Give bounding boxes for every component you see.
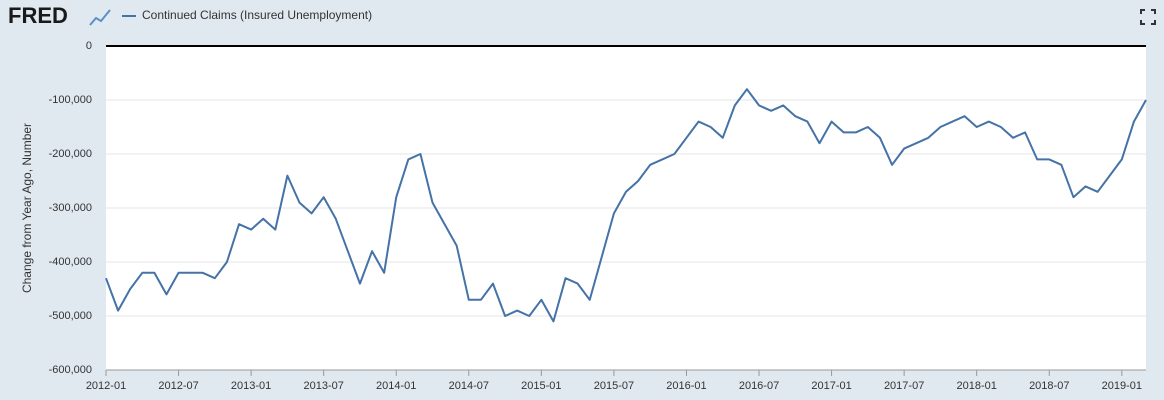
y-tick-label: -600,000	[49, 364, 92, 376]
fullscreen-glyph[interactable]	[1140, 9, 1156, 25]
x-tick-label: 2017-01	[811, 380, 851, 392]
y-tick-label: -100,000	[49, 94, 92, 106]
x-tick-label: 2013-07	[303, 380, 343, 392]
logo: FRED	[8, 3, 68, 28]
x-tick-label: 2015-07	[594, 380, 634, 392]
y-tick-label: -400,000	[49, 256, 92, 268]
y-tick-label: 0	[86, 40, 92, 52]
x-tick-label: 2019-01	[1102, 380, 1142, 392]
y-axis-label: Change from Year Ago, Number	[20, 123, 34, 293]
x-tick-label: 2013-01	[231, 380, 271, 392]
x-tick-label: 2014-01	[376, 380, 416, 392]
x-tick-label: 2018-07	[1029, 380, 1069, 392]
x-tick-label: 2015-01	[521, 380, 561, 392]
x-tick-label: 2014-07	[449, 380, 489, 392]
logo-icon	[89, 9, 111, 26]
x-tick-label: 2018-01	[957, 380, 997, 392]
x-tick-label: 2012-01	[86, 380, 126, 392]
y-tick-label: -200,000	[49, 148, 92, 160]
y-tick-label: -500,000	[49, 310, 92, 322]
x-tick-label: 2012-07	[158, 380, 198, 392]
legend-label: Continued Claims (Insured Unemployment)	[142, 8, 372, 22]
series-line	[105, 88, 1147, 323]
y-tick-label: -300,000	[49, 202, 92, 214]
x-tick-label: 2017-07	[884, 380, 924, 392]
x-tick-label: 2016-07	[739, 380, 779, 392]
fullscreen-icon[interactable]	[1140, 9, 1156, 25]
x-tick-label: 2016-01	[666, 380, 706, 392]
